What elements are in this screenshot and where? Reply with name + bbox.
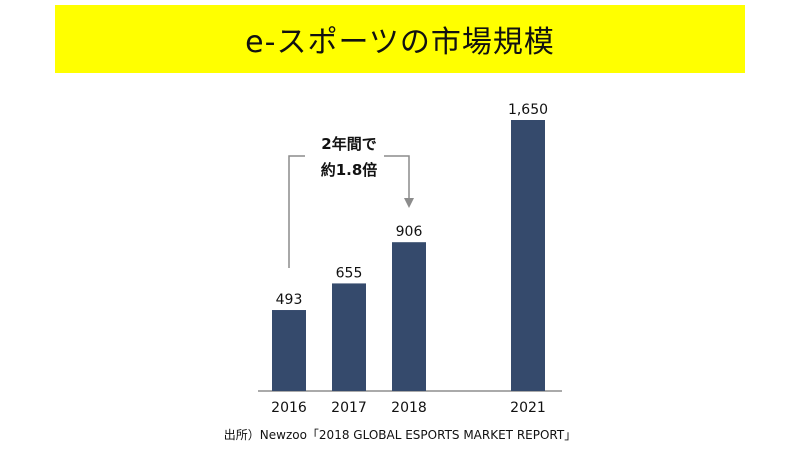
bar-2016: [272, 310, 306, 391]
data-label-2016: 493: [276, 292, 303, 308]
page-title: e-スポーツの市場規模: [245, 25, 555, 60]
tick-label-2017: 2017: [331, 400, 367, 416]
annotation-bracket-left: [288, 155, 305, 268]
data-label-2018: 906: [396, 224, 423, 240]
annotation-bracket-right: [384, 155, 410, 198]
annotation-text-line1: 2年間で: [321, 135, 376, 153]
tick-label-2016: 2016: [271, 400, 307, 416]
bar-2021: [511, 120, 545, 391]
annotation-arrowhead: [404, 198, 414, 208]
bar-2018: [392, 242, 426, 391]
data-label-2021: 1,650: [508, 102, 548, 118]
data-label-2017: 655: [336, 265, 363, 281]
bar-2017: [332, 283, 366, 391]
tick-label-2021: 2021: [510, 400, 546, 416]
title-banner: e-スポーツの市場規模: [55, 5, 745, 73]
source-note: 出所）Newzoo「2018 GLOBAL ESPORTS MARKET REP…: [223, 428, 577, 442]
tick-label-2018: 2018: [391, 400, 427, 416]
annotation-text-line2: 約1.8倍: [321, 161, 378, 179]
